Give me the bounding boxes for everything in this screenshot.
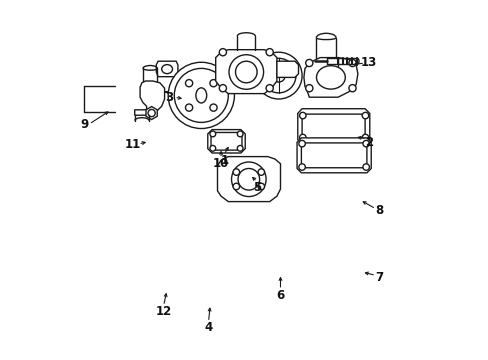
Polygon shape bbox=[303, 58, 357, 97]
Polygon shape bbox=[156, 61, 178, 77]
Circle shape bbox=[362, 140, 368, 147]
Circle shape bbox=[144, 84, 160, 100]
Polygon shape bbox=[296, 138, 370, 173]
Circle shape bbox=[299, 134, 305, 141]
Circle shape bbox=[209, 145, 215, 151]
Circle shape bbox=[348, 85, 355, 92]
Text: 9: 9 bbox=[80, 118, 88, 131]
Circle shape bbox=[261, 58, 295, 93]
Circle shape bbox=[255, 52, 302, 99]
Polygon shape bbox=[240, 164, 266, 178]
Text: 12: 12 bbox=[155, 305, 171, 318]
Circle shape bbox=[298, 164, 305, 170]
Polygon shape bbox=[207, 130, 244, 153]
Circle shape bbox=[362, 164, 368, 170]
Circle shape bbox=[235, 61, 257, 83]
Circle shape bbox=[168, 62, 234, 129]
Circle shape bbox=[148, 109, 155, 117]
Circle shape bbox=[238, 168, 259, 190]
Polygon shape bbox=[237, 162, 269, 180]
Polygon shape bbox=[217, 157, 280, 202]
Ellipse shape bbox=[196, 88, 206, 103]
Text: 2: 2 bbox=[364, 136, 372, 149]
Polygon shape bbox=[215, 50, 276, 94]
Circle shape bbox=[237, 145, 243, 151]
Circle shape bbox=[305, 85, 312, 92]
Text: 10: 10 bbox=[213, 157, 229, 170]
Circle shape bbox=[258, 169, 264, 175]
Circle shape bbox=[272, 69, 285, 82]
Polygon shape bbox=[297, 109, 369, 144]
Circle shape bbox=[185, 80, 192, 87]
Polygon shape bbox=[302, 114, 365, 139]
Circle shape bbox=[298, 140, 305, 147]
Circle shape bbox=[219, 49, 226, 56]
Polygon shape bbox=[146, 107, 157, 120]
Circle shape bbox=[265, 85, 273, 92]
Polygon shape bbox=[276, 61, 298, 77]
Text: 5: 5 bbox=[252, 181, 261, 194]
Circle shape bbox=[233, 183, 239, 190]
Polygon shape bbox=[301, 143, 366, 168]
Circle shape bbox=[209, 80, 217, 87]
Circle shape bbox=[233, 169, 239, 175]
Circle shape bbox=[228, 55, 263, 89]
Text: 3: 3 bbox=[164, 91, 173, 104]
Text: 1: 1 bbox=[220, 154, 228, 167]
Polygon shape bbox=[134, 81, 164, 115]
Circle shape bbox=[299, 112, 305, 119]
Circle shape bbox=[209, 104, 217, 111]
Circle shape bbox=[305, 59, 312, 67]
Ellipse shape bbox=[316, 66, 345, 89]
Circle shape bbox=[231, 162, 265, 197]
Circle shape bbox=[348, 59, 355, 67]
Text: 4: 4 bbox=[204, 321, 212, 334]
Circle shape bbox=[148, 88, 156, 96]
Text: 11: 11 bbox=[124, 138, 141, 150]
Circle shape bbox=[362, 112, 368, 119]
Polygon shape bbox=[211, 132, 242, 150]
Circle shape bbox=[209, 131, 215, 137]
Circle shape bbox=[362, 134, 368, 141]
Circle shape bbox=[258, 183, 264, 190]
Ellipse shape bbox=[162, 65, 172, 74]
Text: 7: 7 bbox=[375, 271, 383, 284]
Circle shape bbox=[185, 104, 192, 111]
Text: 6: 6 bbox=[276, 289, 284, 302]
Text: 13: 13 bbox=[360, 57, 376, 69]
Circle shape bbox=[265, 49, 273, 56]
Circle shape bbox=[219, 85, 226, 92]
Text: 8: 8 bbox=[375, 204, 383, 217]
Circle shape bbox=[174, 68, 228, 122]
Circle shape bbox=[237, 131, 243, 137]
